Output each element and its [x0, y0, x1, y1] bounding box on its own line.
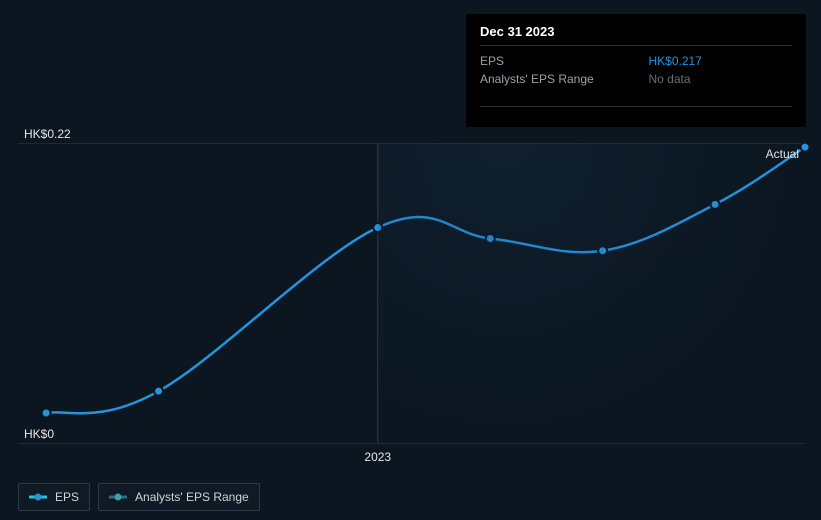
- data-point[interactable]: [42, 409, 51, 418]
- data-point[interactable]: [711, 200, 720, 209]
- data-point[interactable]: [154, 387, 163, 396]
- legend-label: EPS: [55, 490, 79, 504]
- actual-label: Actual: [766, 147, 799, 161]
- legend-item-range[interactable]: Analysts' EPS Range: [98, 483, 260, 511]
- legend-swatch-icon: [109, 492, 127, 502]
- tooltip-date: Dec 31 2023: [480, 24, 792, 46]
- legend-swatch-icon: [29, 492, 47, 502]
- x-axis-label: 2023: [364, 450, 391, 464]
- data-point[interactable]: [598, 246, 607, 255]
- gridline: [18, 443, 805, 444]
- data-point[interactable]: [373, 223, 382, 232]
- tooltip-row-key: Analysts' EPS Range: [480, 72, 648, 86]
- series-line-eps: [46, 147, 805, 413]
- data-point[interactable]: [486, 234, 495, 243]
- chart-legend: EPS Analysts' EPS Range: [18, 483, 260, 511]
- tooltip-row-key: EPS: [480, 54, 648, 68]
- tooltip-row: EPSHK$0.217: [480, 52, 792, 70]
- legend-label: Analysts' EPS Range: [135, 490, 249, 504]
- tooltip-row-value: No data: [648, 72, 690, 86]
- chart-tooltip: Dec 31 2023 EPSHK$0.217Analysts' EPS Ran…: [466, 14, 806, 127]
- tooltip-row-value: HK$0.217: [648, 54, 701, 68]
- legend-item-eps[interactable]: EPS: [18, 483, 90, 511]
- tooltip-row: Analysts' EPS RangeNo data: [480, 70, 792, 88]
- data-point[interactable]: [801, 143, 810, 152]
